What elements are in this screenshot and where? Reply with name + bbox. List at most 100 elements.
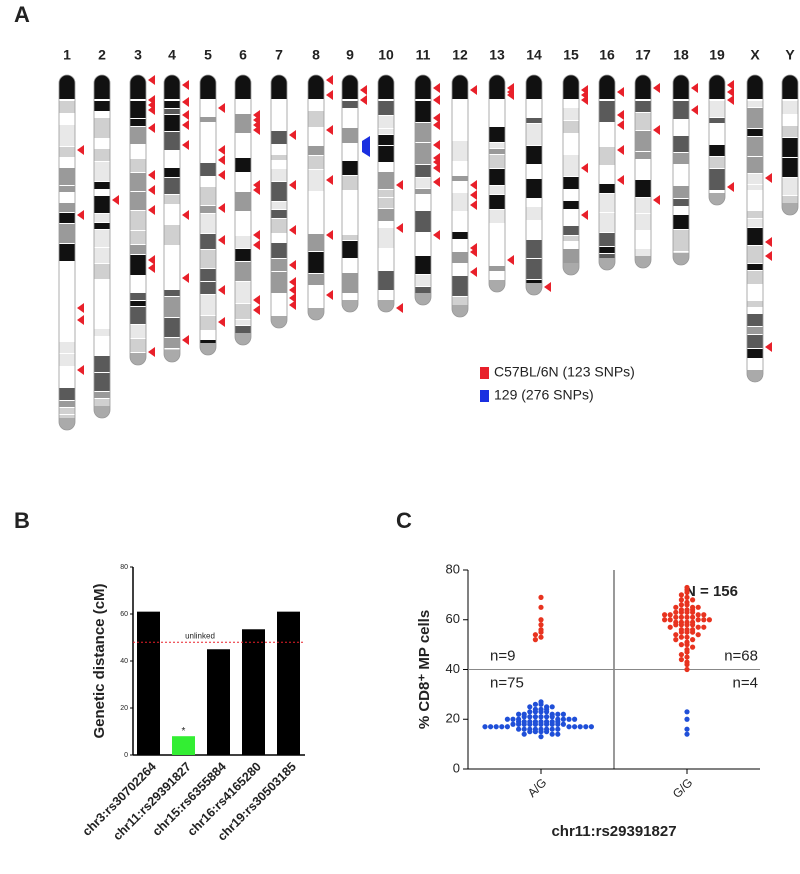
y-axis-label: Genetic distance (cM) [91, 583, 108, 738]
band [271, 234, 287, 242]
band [342, 273, 358, 293]
snp-arrow [765, 342, 772, 352]
snp-arrow [148, 123, 155, 133]
band [271, 210, 287, 218]
band [164, 282, 180, 289]
data-point [549, 704, 555, 710]
data-point [684, 731, 690, 737]
band [452, 141, 468, 161]
data-point [527, 714, 533, 720]
data-point [684, 614, 690, 620]
chromosome-end [415, 293, 431, 305]
band [747, 314, 763, 326]
band [747, 285, 763, 300]
band [59, 367, 75, 387]
data-point [516, 721, 522, 727]
chromosome [489, 75, 505, 292]
band [673, 153, 689, 164]
centromere [563, 75, 579, 99]
data-point [673, 632, 679, 638]
band [378, 222, 394, 227]
band [489, 127, 505, 142]
band [415, 287, 431, 298]
band [673, 215, 689, 229]
chromosome-end [271, 316, 287, 328]
data-point [684, 649, 690, 655]
chromosome-outline [234, 74, 252, 346]
snp-arrow [326, 175, 333, 185]
data-point [690, 609, 696, 615]
band [635, 131, 651, 151]
data-point [678, 642, 685, 648]
band [271, 101, 287, 120]
band [130, 325, 146, 338]
band [164, 132, 180, 150]
data-point [684, 642, 690, 648]
snp-arrow [653, 125, 660, 135]
data-point [695, 604, 701, 610]
band [526, 172, 542, 178]
band [489, 224, 505, 244]
band [164, 195, 180, 204]
band [563, 210, 579, 225]
panel-label: B [14, 508, 30, 533]
band [378, 163, 394, 171]
chromosome-label: 1 [63, 47, 71, 63]
data-point [684, 589, 690, 595]
band [308, 128, 324, 145]
band [235, 304, 251, 319]
data-point [684, 709, 690, 715]
chromosome-end [489, 280, 505, 292]
band [747, 264, 763, 270]
band [59, 186, 75, 192]
data-point [684, 622, 690, 628]
data-point [662, 612, 668, 618]
snp-arrow [433, 95, 440, 105]
snp-arrow [148, 255, 155, 265]
data-point [560, 721, 567, 727]
band [164, 338, 180, 348]
band [235, 249, 251, 261]
band [200, 250, 216, 268]
data-point [527, 721, 533, 727]
snp-arrow [182, 110, 189, 120]
data-point [673, 614, 679, 620]
band [747, 271, 763, 284]
data-point [549, 721, 555, 727]
data-point [684, 629, 690, 635]
snp-arrow [112, 195, 119, 205]
band [94, 392, 110, 398]
band [452, 264, 468, 275]
chromosome-end [782, 203, 798, 215]
band [94, 149, 110, 161]
data-point [662, 617, 668, 623]
centromere [415, 75, 431, 99]
band [526, 118, 542, 123]
band [415, 245, 431, 255]
band [94, 196, 110, 213]
band [452, 276, 468, 296]
centromere [164, 75, 180, 99]
band [673, 199, 689, 206]
snp-arrow [218, 103, 225, 113]
snp-arrow [470, 85, 477, 95]
band [673, 186, 689, 198]
data-point [678, 592, 685, 598]
chromosome [782, 75, 798, 215]
band [200, 206, 216, 213]
chromosome-end [635, 256, 651, 268]
band [308, 212, 324, 233]
snp-arrow [148, 170, 155, 180]
snp-arrow [470, 267, 477, 277]
snp-arrow [289, 260, 296, 270]
chromosome [378, 75, 394, 312]
snp-arrow [77, 303, 84, 313]
snp-arrow [218, 285, 225, 295]
band [271, 131, 287, 144]
band [747, 327, 763, 334]
chromosome-outline [307, 74, 325, 321]
snp-arrow [691, 83, 698, 93]
band [130, 211, 146, 230]
band [747, 246, 763, 263]
band [342, 241, 358, 258]
